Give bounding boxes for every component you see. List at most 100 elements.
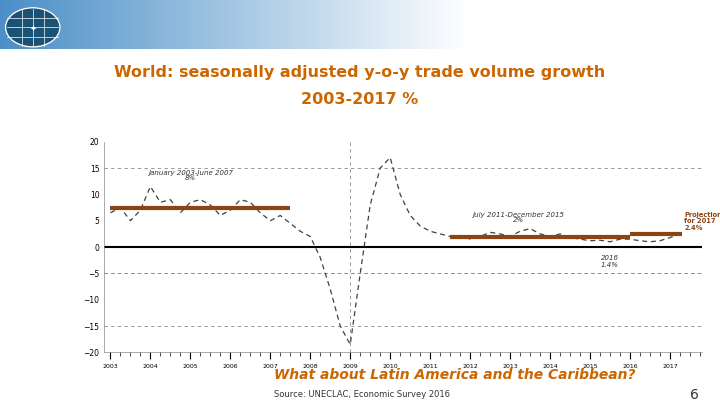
Bar (616, 0, 619, 49)
Bar (518, 0, 522, 49)
Text: What about Latin America and the Caribbean?: What about Latin America and the Caribbe… (274, 368, 635, 382)
Bar (425, 0, 428, 49)
Bar (140, 0, 144, 49)
Bar (450, 0, 454, 49)
Bar (468, 0, 472, 49)
Bar (421, 0, 425, 49)
Bar (176, 0, 180, 49)
Text: Source: UNECLAC, Economic Survey 2016: Source: UNECLAC, Economic Survey 2016 (274, 390, 449, 399)
Bar (115, 0, 119, 49)
Bar (432, 0, 436, 49)
Bar (716, 0, 720, 49)
Bar (472, 0, 475, 49)
Bar (497, 0, 500, 49)
Text: World: seasonally adjusted y-o-y trade volume growth: World: seasonally adjusted y-o-y trade v… (114, 65, 606, 81)
Bar (486, 0, 490, 49)
Bar (349, 0, 353, 49)
Bar (648, 0, 652, 49)
Bar (277, 0, 281, 49)
Text: July 2011-December 2015: July 2011-December 2015 (472, 212, 564, 218)
Bar (266, 0, 270, 49)
Bar (551, 0, 554, 49)
Bar (227, 0, 230, 49)
Bar (94, 0, 97, 49)
Circle shape (6, 8, 60, 47)
Bar (133, 0, 137, 49)
Bar (580, 0, 583, 49)
Bar (407, 0, 410, 49)
Bar (558, 0, 562, 49)
Bar (47, 0, 50, 49)
Bar (601, 0, 605, 49)
Bar (335, 0, 338, 49)
Bar (148, 0, 151, 49)
Bar (626, 0, 630, 49)
Bar (522, 0, 526, 49)
Bar (612, 0, 616, 49)
Bar (464, 0, 468, 49)
Bar (238, 0, 241, 49)
Bar (212, 0, 216, 49)
Bar (392, 0, 396, 49)
Bar (317, 0, 320, 49)
Bar (234, 0, 238, 49)
Bar (313, 0, 317, 49)
Bar (454, 0, 457, 49)
Bar (572, 0, 576, 49)
Bar (367, 0, 371, 49)
Bar (97, 0, 101, 49)
Bar (14, 0, 18, 49)
Bar (713, 0, 716, 49)
Bar (691, 0, 695, 49)
Bar (342, 0, 346, 49)
Bar (108, 0, 112, 49)
Bar (76, 0, 79, 49)
Bar (634, 0, 637, 49)
Bar (162, 0, 166, 49)
Bar (475, 0, 479, 49)
Bar (32, 0, 36, 49)
Bar (90, 0, 94, 49)
Bar (709, 0, 713, 49)
Bar (414, 0, 418, 49)
Text: Projection: Projection (684, 212, 720, 218)
Text: ✦: ✦ (30, 24, 36, 33)
Bar (702, 0, 706, 49)
Bar (659, 0, 662, 49)
Bar (151, 0, 155, 49)
Text: 2.4%: 2.4% (684, 225, 703, 231)
Bar (292, 0, 295, 49)
Bar (86, 0, 90, 49)
Bar (382, 0, 385, 49)
Bar (410, 0, 414, 49)
Bar (547, 0, 551, 49)
Bar (72, 0, 76, 49)
Bar (220, 0, 223, 49)
Bar (479, 0, 482, 49)
Bar (353, 0, 356, 49)
Bar (544, 0, 547, 49)
Bar (706, 0, 709, 49)
Bar (594, 0, 598, 49)
Bar (68, 0, 72, 49)
Bar (439, 0, 443, 49)
Bar (284, 0, 288, 49)
Bar (122, 0, 126, 49)
Bar (655, 0, 659, 49)
Bar (11, 0, 14, 49)
Bar (396, 0, 400, 49)
Bar (540, 0, 544, 49)
Bar (670, 0, 673, 49)
Bar (364, 0, 367, 49)
Bar (608, 0, 612, 49)
Bar (169, 0, 173, 49)
Bar (688, 0, 691, 49)
Bar (4, 0, 7, 49)
Bar (299, 0, 302, 49)
Bar (677, 0, 680, 49)
Bar (158, 0, 162, 49)
Bar (652, 0, 655, 49)
Bar (230, 0, 234, 49)
Bar (256, 0, 259, 49)
Bar (36, 0, 40, 49)
